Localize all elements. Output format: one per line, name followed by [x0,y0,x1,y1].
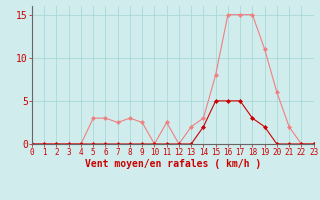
X-axis label: Vent moyen/en rafales ( km/h ): Vent moyen/en rafales ( km/h ) [85,159,261,169]
